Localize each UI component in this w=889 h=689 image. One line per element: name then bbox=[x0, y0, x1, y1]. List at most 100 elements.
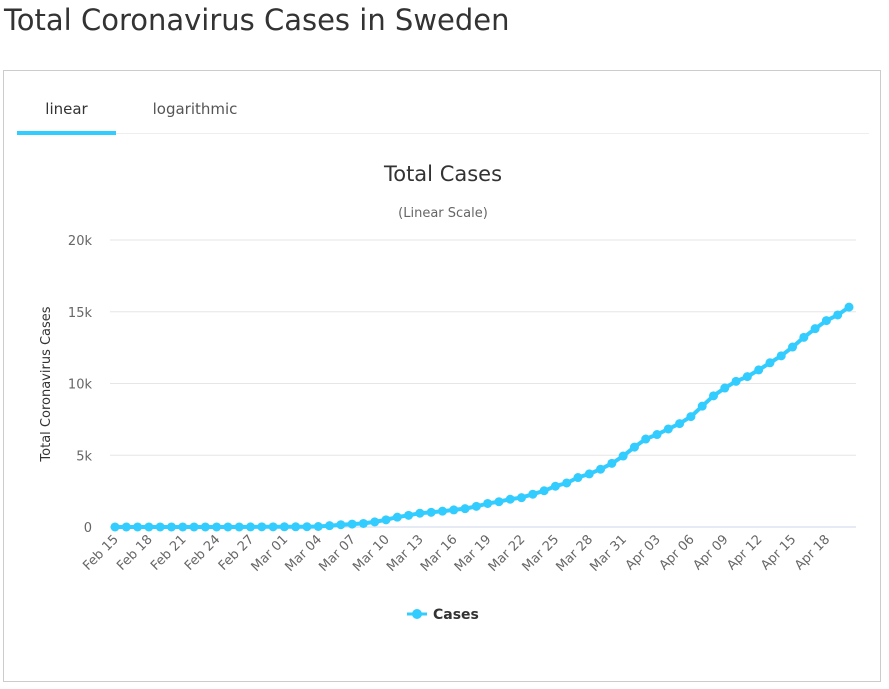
data-point[interactable] bbox=[765, 358, 775, 368]
x-tick-label: Mar 28 bbox=[554, 532, 597, 575]
data-point[interactable] bbox=[844, 302, 854, 312]
data-point[interactable] bbox=[641, 434, 651, 444]
data-point[interactable] bbox=[325, 521, 335, 531]
x-tick-label: Mar 10 bbox=[350, 532, 393, 575]
y-axis-title: Total Coronavirus Cases bbox=[39, 306, 54, 462]
x-tick-label: Feb 15 bbox=[80, 532, 122, 574]
data-point[interactable] bbox=[494, 497, 504, 507]
data-point[interactable] bbox=[336, 520, 346, 530]
x-tick-label: Mar 31 bbox=[587, 532, 630, 575]
data-point[interactable] bbox=[166, 522, 176, 532]
data-point[interactable] bbox=[347, 519, 357, 529]
data-point[interactable] bbox=[776, 351, 786, 361]
data-point[interactable] bbox=[144, 522, 154, 532]
page-title: Total Coronavirus Cases in Sweden bbox=[4, 3, 510, 37]
data-point[interactable] bbox=[731, 376, 741, 386]
x-tick-label: Mar 19 bbox=[452, 532, 495, 575]
data-point[interactable] bbox=[460, 504, 470, 514]
data-point[interactable] bbox=[708, 391, 718, 401]
data-point[interactable] bbox=[246, 522, 256, 532]
legend-label-cases[interactable]: Cases bbox=[433, 607, 479, 623]
legend[interactable]: Cases bbox=[407, 607, 479, 623]
data-point[interactable] bbox=[505, 494, 515, 504]
data-point[interactable] bbox=[483, 498, 493, 508]
x-tick-label: Apr 18 bbox=[792, 532, 833, 573]
x-tick-label: Mar 07 bbox=[316, 532, 359, 575]
x-tick-label: Feb 24 bbox=[182, 532, 224, 574]
data-point[interactable] bbox=[788, 342, 798, 352]
data-point[interactable] bbox=[291, 522, 301, 532]
data-point[interactable] bbox=[178, 522, 188, 532]
data-point[interactable] bbox=[528, 489, 538, 499]
data-point[interactable] bbox=[629, 442, 639, 452]
tab-linear[interactable]: linear bbox=[17, 89, 116, 135]
legend-marker-symbol bbox=[412, 609, 422, 619]
data-point[interactable] bbox=[799, 332, 809, 342]
data-point[interactable] bbox=[404, 510, 414, 520]
series-line[interactable] bbox=[115, 305, 851, 529]
data-point[interactable] bbox=[663, 424, 673, 434]
data-point[interactable] bbox=[675, 419, 685, 429]
data-point[interactable] bbox=[223, 522, 233, 532]
data-point[interactable] bbox=[257, 522, 267, 532]
data-point[interactable] bbox=[370, 517, 380, 527]
x-tick-label: Apr 06 bbox=[657, 532, 698, 573]
data-point[interactable] bbox=[596, 464, 606, 474]
x-tick-label: Apr 15 bbox=[758, 532, 799, 573]
data-point[interactable] bbox=[573, 473, 583, 483]
data-point[interactable] bbox=[652, 430, 662, 440]
data-point[interactable] bbox=[110, 522, 120, 532]
data-point[interactable] bbox=[742, 372, 752, 382]
x-tick-label: Mar 22 bbox=[486, 532, 529, 575]
y-tick-label: 15k bbox=[68, 306, 93, 321]
data-point[interactable] bbox=[268, 522, 278, 532]
x-tick-label: Mar 25 bbox=[520, 532, 563, 575]
data-point[interactable] bbox=[686, 412, 696, 422]
x-tick-label: Apr 09 bbox=[690, 532, 731, 573]
x-tick-label: Mar 04 bbox=[283, 532, 326, 575]
data-point[interactable] bbox=[426, 507, 436, 517]
series-cases[interactable] bbox=[110, 302, 854, 532]
data-point[interactable] bbox=[449, 505, 459, 515]
data-point[interactable] bbox=[539, 486, 549, 496]
data-point[interactable] bbox=[313, 521, 323, 531]
data-point[interactable] bbox=[133, 522, 143, 532]
data-point[interactable] bbox=[821, 316, 831, 326]
data-point[interactable] bbox=[562, 478, 572, 488]
tab-logarithmic[interactable]: logarithmic bbox=[152, 100, 238, 118]
gridlines bbox=[110, 239, 856, 528]
y-tick-label: 0 bbox=[84, 521, 92, 536]
x-tick-label: Feb 21 bbox=[148, 532, 190, 574]
data-point[interactable] bbox=[517, 493, 527, 503]
data-point[interactable] bbox=[189, 522, 199, 532]
data-point[interactable] bbox=[697, 401, 707, 411]
x-tick-label: Apr 03 bbox=[623, 532, 664, 573]
data-point[interactable] bbox=[234, 522, 244, 532]
data-point[interactable] bbox=[392, 512, 402, 522]
data-point[interactable] bbox=[437, 506, 447, 516]
chart-panel: linear logarithmic bbox=[3, 70, 881, 682]
data-point[interactable] bbox=[607, 458, 617, 468]
data-point[interactable] bbox=[415, 508, 425, 518]
data-point[interactable] bbox=[618, 451, 628, 461]
data-point[interactable] bbox=[279, 522, 289, 532]
y-tick-label: 5k bbox=[76, 449, 92, 464]
data-point[interactable] bbox=[720, 383, 730, 393]
x-tick-label: Feb 18 bbox=[114, 532, 156, 574]
data-point[interactable] bbox=[155, 522, 165, 532]
data-point[interactable] bbox=[302, 522, 312, 532]
data-point[interactable] bbox=[584, 469, 594, 479]
data-point[interactable] bbox=[471, 501, 481, 511]
data-point[interactable] bbox=[121, 522, 131, 532]
data-point[interactable] bbox=[550, 481, 560, 491]
data-point[interactable] bbox=[200, 522, 210, 532]
data-point[interactable] bbox=[358, 518, 368, 528]
data-point[interactable] bbox=[833, 310, 843, 320]
data-point[interactable] bbox=[381, 515, 391, 525]
y-tick-label: 20k bbox=[68, 234, 93, 249]
data-point[interactable] bbox=[810, 324, 820, 334]
data-point[interactable] bbox=[212, 522, 222, 532]
data-point[interactable] bbox=[754, 365, 764, 375]
